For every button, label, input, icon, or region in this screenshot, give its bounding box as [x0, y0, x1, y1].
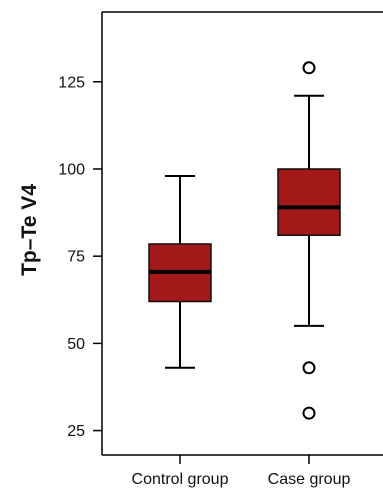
outlier-point [302, 406, 316, 420]
y-ticks: 25 50 75 100 125 [58, 74, 102, 440]
iqr-box [277, 168, 341, 236]
outlier-point [302, 361, 316, 375]
box-group [277, 61, 341, 420]
y-tick-label: 100 [58, 161, 85, 178]
x-category-label: Control group [132, 471, 229, 488]
x-ticks: Control group Case group [132, 455, 351, 488]
y-tick-label: 50 [67, 336, 85, 353]
y-tick-label: 25 [67, 423, 85, 440]
x-category-label: Case group [268, 471, 351, 488]
y-axis-title: Tp–Te V4 [18, 184, 41, 276]
axes [101, 11, 383, 456]
box-group [148, 174, 212, 369]
outlier-point [302, 61, 316, 75]
y-tick-label: 75 [67, 249, 85, 266]
y-tick-label: 125 [58, 74, 85, 91]
boxes [148, 61, 341, 420]
